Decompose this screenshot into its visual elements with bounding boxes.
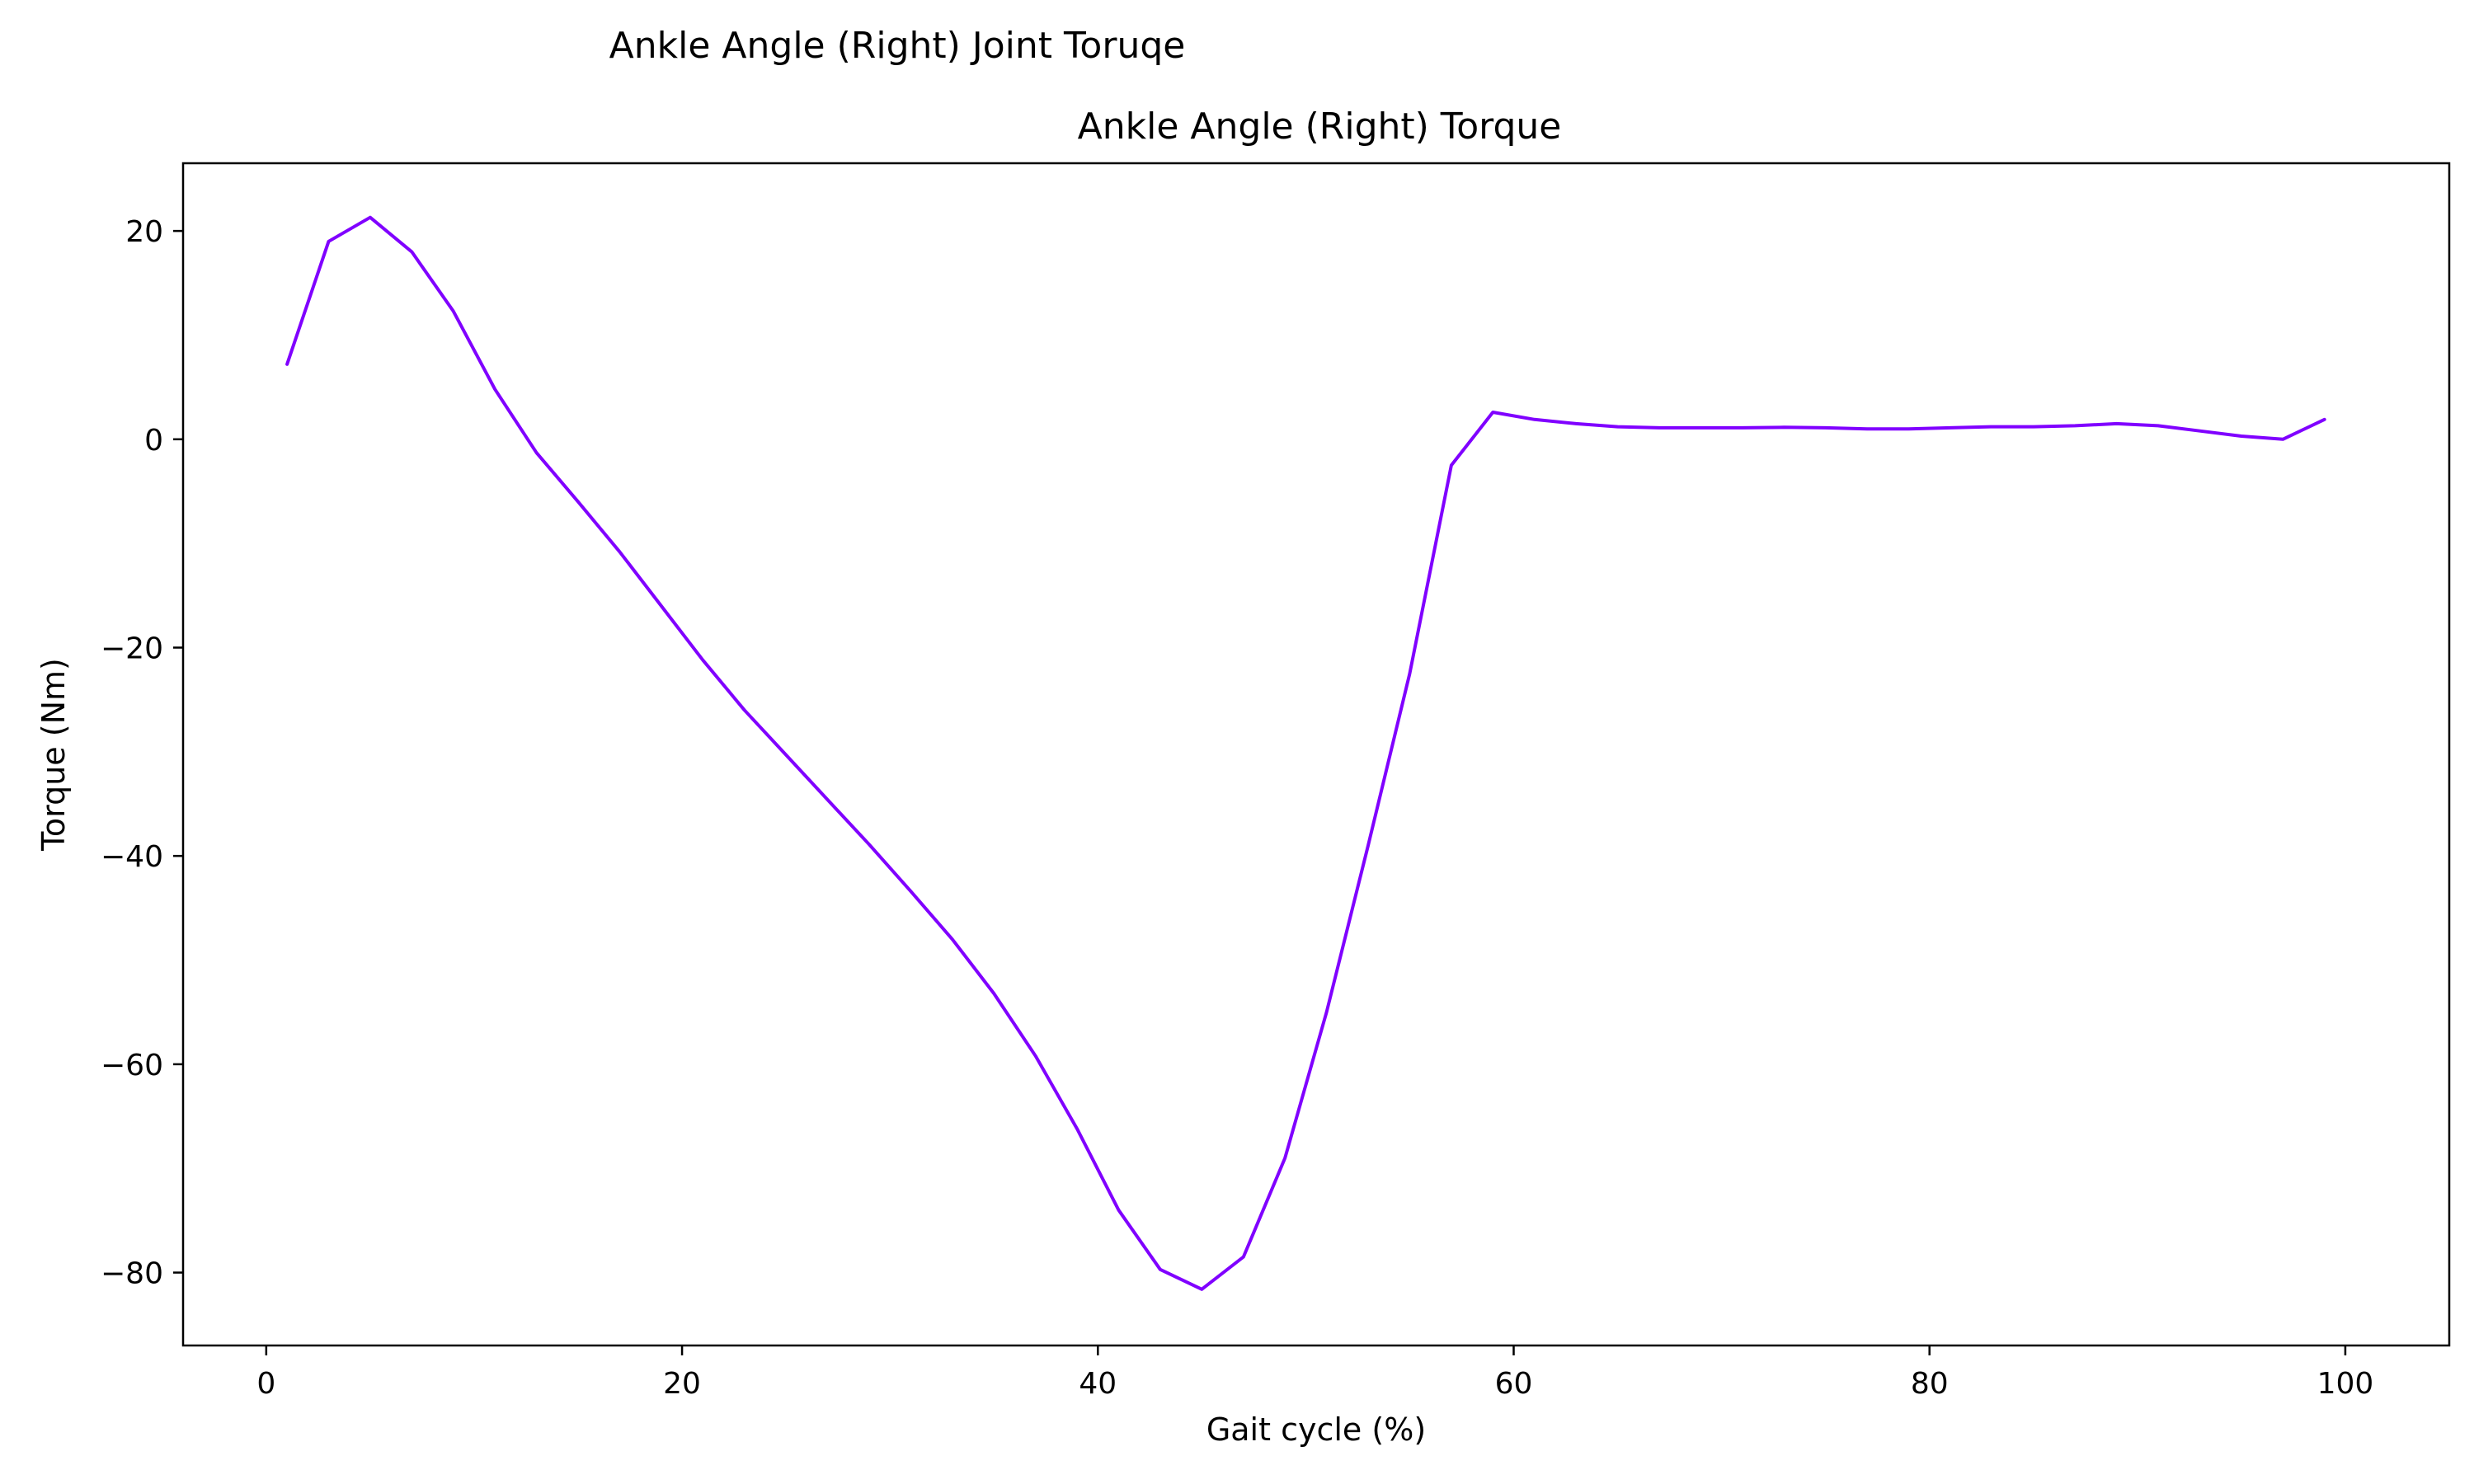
y-tick-label: −80	[101, 1257, 163, 1291]
y-tick-label: −20	[101, 632, 163, 665]
chart-suptitle: Ankle Angle (Right) Joint Toruqe	[609, 25, 1186, 67]
x-axis-label: Gait cycle (%)	[1206, 1411, 1426, 1448]
y-axis-ticks: 20 0 −20 −40 −60 −80	[101, 215, 183, 1291]
x-tick-label: 60	[1495, 1367, 1533, 1401]
x-axis-ticks: 0 20 40 60 80 100	[256, 1345, 2373, 1401]
x-tick-label: 80	[1911, 1367, 1949, 1401]
y-tick-label: 20	[125, 215, 163, 249]
series-layer	[285, 215, 2326, 1291]
plot-area	[181, 162, 2451, 1347]
y-tick-label: −60	[101, 1049, 163, 1082]
y-tick-label: −40	[101, 840, 163, 874]
x-tick-label: 100	[2317, 1367, 2374, 1401]
y-axis-label: Torque (Nm)	[35, 658, 72, 852]
x-tick-label: 20	[663, 1367, 701, 1401]
chart-title: Ankle Angle (Right) Torque	[1078, 106, 1562, 148]
series-line-0	[285, 215, 2326, 1291]
y-tick-label: 0	[144, 424, 163, 458]
x-tick-label: 0	[256, 1367, 275, 1401]
x-tick-label: 40	[1079, 1367, 1117, 1401]
